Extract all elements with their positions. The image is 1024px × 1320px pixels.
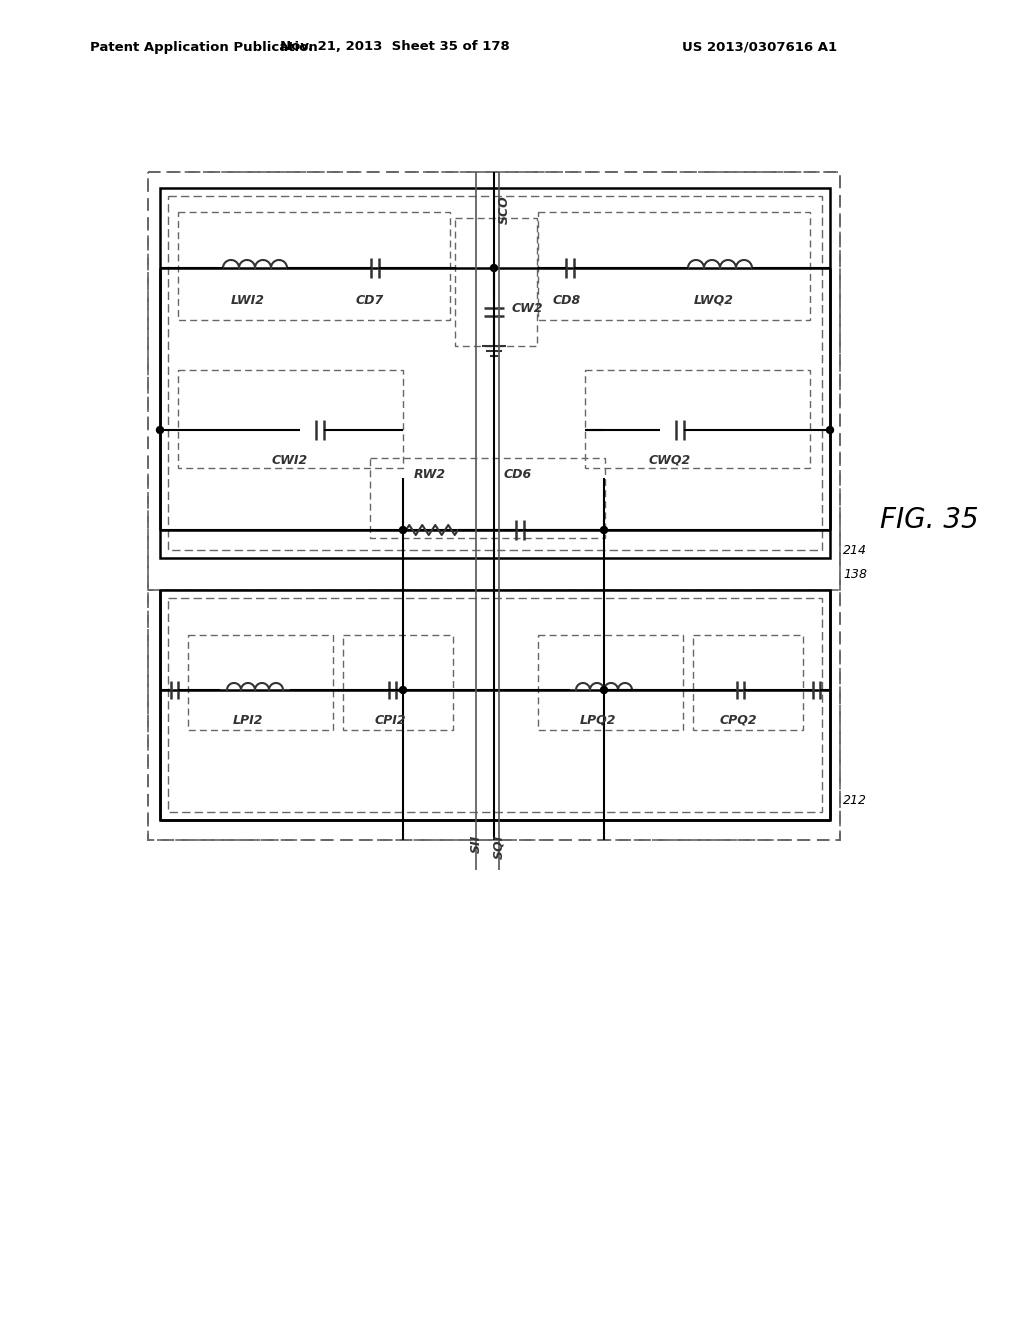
Text: CPI2: CPI2 bbox=[374, 714, 406, 726]
Text: SII: SII bbox=[469, 836, 482, 853]
Text: US 2013/0307616 A1: US 2013/0307616 A1 bbox=[682, 41, 838, 54]
Text: LPQ2: LPQ2 bbox=[580, 714, 616, 726]
Text: Patent Application Publication: Patent Application Publication bbox=[90, 41, 317, 54]
Circle shape bbox=[399, 686, 407, 693]
Text: LWQ2: LWQ2 bbox=[694, 293, 734, 306]
Bar bbox=[160, 187, 830, 558]
Text: FIG. 35: FIG. 35 bbox=[880, 506, 979, 535]
Bar bbox=[538, 635, 683, 730]
Text: LWI2: LWI2 bbox=[231, 293, 265, 306]
Text: SQI: SQI bbox=[493, 836, 506, 859]
Text: CD6: CD6 bbox=[504, 469, 532, 482]
Text: CD7: CD7 bbox=[356, 293, 384, 306]
Bar bbox=[585, 370, 810, 469]
Bar bbox=[168, 195, 822, 550]
Bar bbox=[148, 172, 840, 590]
Text: 214: 214 bbox=[843, 544, 867, 557]
Circle shape bbox=[600, 686, 607, 693]
Bar bbox=[178, 370, 403, 469]
Text: CWI2: CWI2 bbox=[272, 454, 308, 466]
Bar bbox=[160, 590, 830, 820]
Text: LPI2: LPI2 bbox=[232, 714, 263, 726]
Bar bbox=[188, 635, 333, 730]
Text: SCO: SCO bbox=[498, 195, 511, 224]
Circle shape bbox=[157, 426, 164, 433]
Bar bbox=[178, 213, 450, 319]
Circle shape bbox=[600, 527, 607, 533]
Text: RW2: RW2 bbox=[414, 469, 446, 482]
Bar bbox=[370, 458, 605, 539]
Text: Nov. 21, 2013  Sheet 35 of 178: Nov. 21, 2013 Sheet 35 of 178 bbox=[281, 41, 510, 54]
Text: CWQ2: CWQ2 bbox=[649, 454, 691, 466]
Text: CW2: CW2 bbox=[512, 301, 544, 314]
Bar bbox=[343, 635, 453, 730]
Circle shape bbox=[826, 426, 834, 433]
Bar bbox=[168, 598, 822, 812]
Bar bbox=[148, 590, 840, 840]
Text: 138: 138 bbox=[843, 568, 867, 581]
Circle shape bbox=[399, 527, 407, 533]
Bar bbox=[693, 635, 803, 730]
Text: CD8: CD8 bbox=[553, 293, 582, 306]
Text: CPQ2: CPQ2 bbox=[719, 714, 757, 726]
Bar bbox=[538, 213, 810, 319]
Circle shape bbox=[490, 264, 498, 272]
Text: 212: 212 bbox=[843, 793, 867, 807]
Bar bbox=[455, 218, 537, 346]
Bar bbox=[148, 172, 840, 840]
